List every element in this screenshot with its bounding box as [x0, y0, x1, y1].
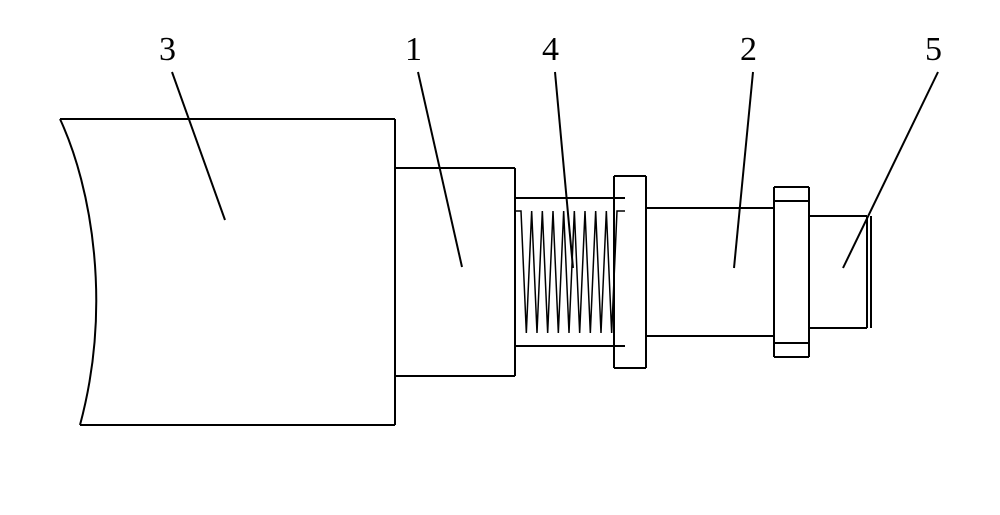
part-thread [515, 198, 625, 346]
part-nut [774, 187, 809, 357]
parts-group [60, 119, 871, 425]
annotation-label-4: 4 [542, 31, 559, 68]
part-stud [809, 216, 871, 328]
annotation-label-3: 3 [159, 31, 176, 68]
annotation-label-2: 2 [740, 31, 757, 68]
annotation-label-5: 5 [925, 31, 942, 68]
annotation-3: 3 [159, 31, 225, 220]
part-shoulder [395, 168, 515, 376]
annotation-5: 5 [843, 31, 942, 268]
annotations-group: 3 1 4 2 5 [159, 31, 942, 268]
annotation-4: 4 [542, 31, 573, 268]
part-body [60, 119, 395, 425]
technical-drawing: 3 1 4 2 5 [0, 0, 1000, 515]
annotation-1: 1 [405, 31, 462, 267]
annotation-2: 2 [734, 31, 757, 268]
annotation-label-1: 1 [405, 31, 422, 68]
part-sleeve [646, 208, 774, 336]
part-flange [614, 176, 646, 368]
